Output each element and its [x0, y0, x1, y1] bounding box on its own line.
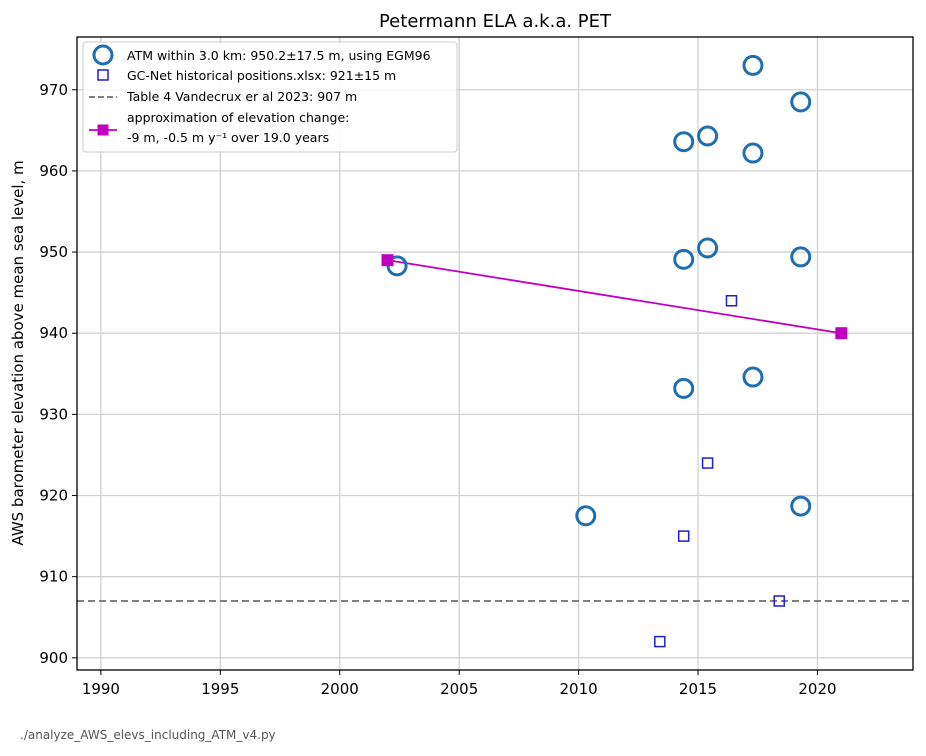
legend-atm-marker: [92, 44, 114, 66]
x-tick-label: 2005: [440, 680, 478, 698]
gcnet-point: [677, 530, 690, 542]
x-tick-label: 1995: [201, 680, 239, 698]
y-tick-label: 930: [39, 405, 68, 423]
script-footer: ./analyze_AWS_elevs_including_ATM_v4.py: [20, 728, 276, 742]
atm-point: [673, 248, 695, 270]
legend-label: GC-Net historical positions.xlsx: 921±15…: [127, 68, 396, 83]
y-axis-label: AWS barometer elevation above mean sea l…: [9, 160, 27, 545]
y-tick-label: 970: [39, 81, 68, 99]
y-tick-label: 900: [39, 649, 68, 667]
grid: [77, 37, 913, 670]
x-tick-label: 1990: [82, 680, 120, 698]
trend-line: [387, 259, 842, 335]
x-tick-label: 2015: [679, 680, 717, 698]
plot-frame: [76, 36, 914, 671]
y-tick-label: 960: [39, 162, 68, 180]
y-tick-label: 950: [39, 243, 68, 261]
atm-point: [697, 125, 719, 147]
chart-title: Petermann ELA a.k.a. PET: [379, 11, 612, 32]
y-tick-label: 910: [39, 568, 68, 586]
legend-label: approximation of elevation change:: [127, 110, 349, 125]
x-tick-label: 2010: [560, 680, 598, 698]
atm-point: [742, 54, 764, 76]
trend-endpoint: [835, 327, 848, 340]
gcnet-point: [773, 595, 785, 607]
trend-endpoint: [381, 254, 394, 267]
atm-point: [673, 131, 695, 153]
plot-data: [77, 54, 913, 648]
atm-point: [697, 237, 719, 259]
legend: ATM within 3.0 km: 950.2±17.5 m, using E…: [82, 41, 458, 153]
axis-ticks: 1990 1995 2000 2005 2010 2015 2020 900 910 920 930…: [39, 81, 836, 698]
legend-label: Table 4 Vandecrux er al 2023: 907 m: [126, 89, 357, 104]
gcnet-point: [654, 635, 666, 648]
x-tick-label: 2020: [798, 680, 836, 698]
atm-point: [742, 366, 764, 388]
x-tick-label: 2000: [321, 680, 359, 698]
y-tick-label: 940: [39, 324, 68, 342]
legend-trend-marker: [97, 124, 109, 136]
legend-label: -9 m, -0.5 m y⁻¹ over 19.0 years: [127, 130, 329, 145]
legend-gcnet-marker: [97, 69, 109, 81]
gcnet-point: [725, 295, 738, 307]
atm-point: [575, 505, 597, 527]
legend-label: ATM within 3.0 km: 950.2±17.5 m, using E…: [127, 48, 431, 63]
y-tick-label: 920: [39, 487, 68, 505]
atm-point: [790, 495, 812, 517]
gcnet-point: [701, 457, 714, 469]
atm-point: [673, 377, 695, 399]
legend-box: [82, 41, 458, 153]
atm-point: [742, 142, 764, 164]
atm-point: [790, 91, 812, 113]
atm-point: [790, 246, 812, 268]
